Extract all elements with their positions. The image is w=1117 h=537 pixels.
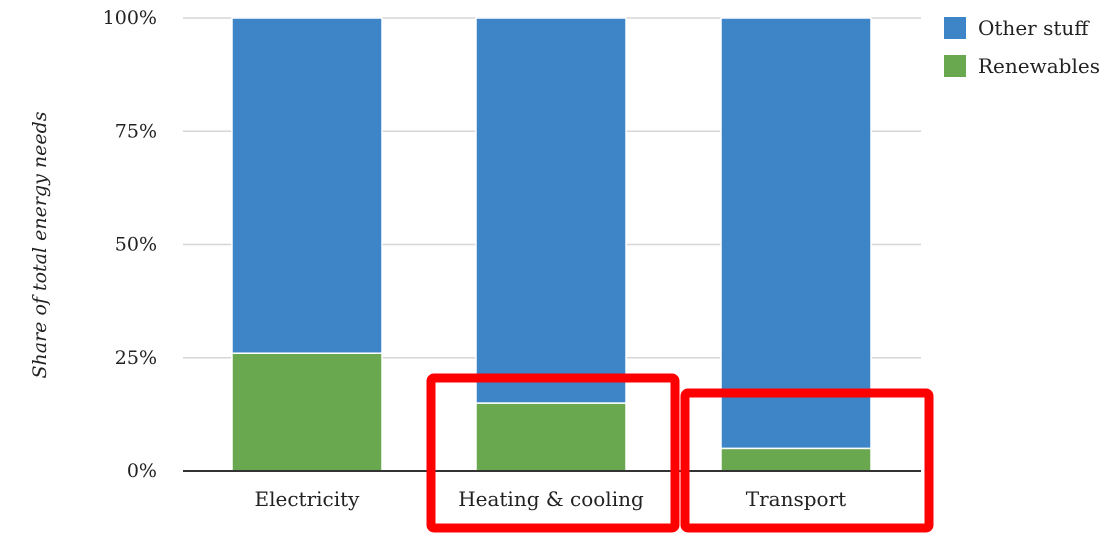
- y-tick-labels: 0% 25% 50% 75% 100%: [103, 7, 157, 482]
- y-tick-label: 100%: [103, 7, 157, 29]
- highlight-boxes: [426, 373, 934, 533]
- legend-label-other-stuff: Other stuff: [978, 16, 1090, 40]
- bar-renewables-heating-and-cooling: [475, 402, 627, 472]
- legend-swatch-other-stuff: [944, 17, 966, 39]
- highlight-box-heating-and-cooling: [426, 373, 680, 533]
- y-tick-label: 0%: [127, 460, 157, 482]
- category-label-heating-and-cooling: Heating & cooling: [458, 487, 644, 511]
- bar-renewables-transport: [720, 447, 872, 472]
- legend-label-renewables: Renewables: [978, 54, 1100, 78]
- bars: [231, 17, 872, 472]
- bar-other-stuff-heating-and-cooling: [475, 17, 627, 404]
- y-axis-label: Share of total energy needs: [29, 111, 51, 378]
- legend-swatch-renewables: [944, 55, 966, 77]
- highlight-box-transport: [680, 388, 934, 533]
- bar-renewables-electricity: [231, 352, 383, 472]
- y-tick-label: 50%: [115, 234, 157, 256]
- bar-other-stuff-electricity: [231, 17, 383, 354]
- y-tick-label: 25%: [115, 347, 157, 369]
- category-labels: Electricity Heating & cooling Transport: [255, 487, 847, 511]
- bar-other-stuff-transport: [720, 17, 872, 450]
- y-tick-label: 75%: [115, 120, 157, 142]
- category-label-transport: Transport: [746, 487, 846, 511]
- legend: Other stuff Renewables: [944, 16, 1100, 78]
- category-label-electricity: Electricity: [255, 487, 361, 511]
